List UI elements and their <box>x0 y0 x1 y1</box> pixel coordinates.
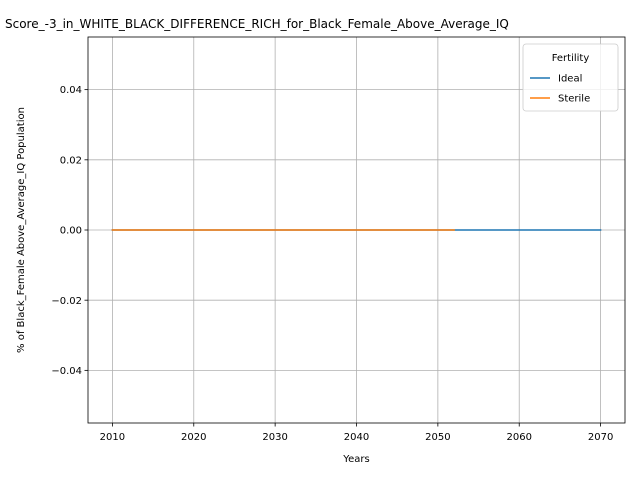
x-tick-label: 2070 <box>588 432 613 443</box>
y-tick-label: −0.04 <box>51 366 82 377</box>
y-tick-label: 0.00 <box>60 226 82 237</box>
x-tick-label: 2040 <box>344 432 369 443</box>
x-axis-ticks: 2010 2020 2030 2040 2050 2060 2070 <box>100 423 613 443</box>
legend-title: Fertility <box>552 53 590 64</box>
x-axis-label: Years <box>342 454 369 465</box>
y-axis-ticks: −0.04 −0.02 0.00 0.02 0.04 <box>51 85 88 377</box>
x-tick-label: 2020 <box>181 432 206 443</box>
y-tick-label: 0.02 <box>60 155 82 166</box>
x-tick-label: 2030 <box>262 432 287 443</box>
y-axis-label: % of Black_Female Above_Average_IQ Popul… <box>16 107 27 353</box>
y-tick-label: −0.02 <box>51 296 82 307</box>
x-tick-label: 2010 <box>100 432 125 443</box>
legend-box <box>522 43 619 112</box>
y-tick-label: 0.04 <box>60 85 82 96</box>
legend-label-sterile: Sterile <box>558 94 590 105</box>
x-tick-label: 2060 <box>507 432 532 443</box>
legend: Fertility Ideal Sterile <box>522 43 619 112</box>
legend-entries: Ideal Sterile <box>530 74 590 105</box>
chart-title: Score_-3_in_WHITE_BLACK_DIFFERENCE_RICH_… <box>5 17 509 31</box>
legend-label-ideal: Ideal <box>558 74 582 85</box>
x-tick-label: 2050 <box>425 432 450 443</box>
